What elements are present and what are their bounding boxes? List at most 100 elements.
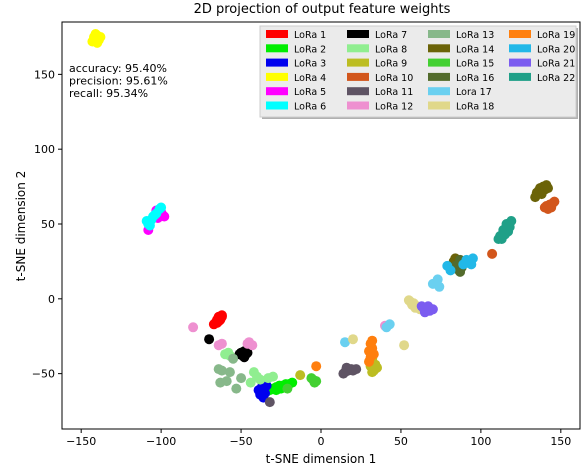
legend-label: LoRa 19 xyxy=(537,30,575,41)
legend-swatch xyxy=(266,72,288,81)
data-point xyxy=(458,259,469,270)
legend-swatch xyxy=(428,44,450,53)
legend-swatch xyxy=(266,58,288,67)
data-point xyxy=(306,373,317,384)
data-point xyxy=(340,337,350,348)
legend: LoRa 1 LoRa 2 LoRa 3 LoRa 4 LoRa 5 LoRa 6 LoRa… xyxy=(259,25,578,119)
y-tick-label: 100 xyxy=(34,143,55,156)
series-lora-17 xyxy=(340,274,445,348)
data-point xyxy=(245,377,256,388)
legend-label: LoRa 22 xyxy=(537,73,575,84)
data-point xyxy=(487,248,498,259)
series-lora-14 xyxy=(448,180,553,267)
data-point xyxy=(530,192,541,203)
legend-label: LoRa 4 xyxy=(294,73,326,84)
legend-label: LoRa 12 xyxy=(375,102,413,113)
series-lora-22 xyxy=(493,216,517,244)
data-point xyxy=(399,340,410,351)
series-lora-13 xyxy=(213,353,247,394)
data-point xyxy=(204,334,215,345)
data-point xyxy=(501,219,512,229)
legend-label: LoRa 21 xyxy=(537,59,575,70)
data-point xyxy=(141,216,152,226)
legend-swatch xyxy=(266,101,288,110)
data-point xyxy=(372,362,382,373)
data-point xyxy=(221,376,232,387)
data-point xyxy=(156,202,167,213)
x-tick-label: 0 xyxy=(318,435,325,448)
data-point xyxy=(216,338,227,349)
legend-label: LoRa 5 xyxy=(294,87,326,98)
legend-swatch xyxy=(428,72,450,81)
legend-swatch xyxy=(266,30,288,38)
data-point xyxy=(295,370,306,381)
y-tick-label: −50 xyxy=(32,368,55,381)
data-point xyxy=(427,304,438,315)
data-point xyxy=(159,211,170,222)
data-point xyxy=(248,367,259,378)
legend-swatch xyxy=(347,44,369,53)
legend-label: LoRa 15 xyxy=(456,59,494,70)
legend-swatch xyxy=(428,101,450,110)
series-lora-20 xyxy=(442,253,478,276)
legend-label: LoRa 11 xyxy=(375,87,413,98)
legend-swatch xyxy=(266,44,288,53)
data-point xyxy=(261,380,272,391)
x-tick-label: 100 xyxy=(470,435,491,448)
data-point xyxy=(268,371,278,382)
y-tick-label: 50 xyxy=(41,218,55,231)
x-tick-label: 150 xyxy=(550,435,571,448)
data-point xyxy=(338,368,349,379)
data-point xyxy=(264,397,275,408)
data-point xyxy=(220,349,231,360)
y-tick-label: 0 xyxy=(48,293,55,306)
legend-swatch xyxy=(266,87,288,96)
legend-swatch xyxy=(509,44,531,53)
y-axis-label: t-SNE dimension 2 xyxy=(14,171,28,282)
series-lora-6 xyxy=(141,202,167,231)
x-tick-label: −100 xyxy=(146,435,176,448)
legend-swatch xyxy=(347,30,369,38)
data-point xyxy=(95,32,106,42)
legend-label: LoRa 20 xyxy=(537,44,575,55)
legend-label: LoRa 6 xyxy=(294,102,326,113)
data-point xyxy=(466,259,477,270)
legend-swatch xyxy=(347,58,369,67)
legend-swatch xyxy=(509,30,531,38)
data-point xyxy=(427,278,438,289)
series-lora-8 xyxy=(220,347,278,388)
legend-label: LoRa 18 xyxy=(456,102,494,113)
legend-swatch xyxy=(428,58,450,67)
data-point xyxy=(367,335,378,346)
legend-swatch xyxy=(509,72,531,81)
data-point xyxy=(239,352,250,363)
series-lora-11 xyxy=(264,362,362,408)
series-lora-1 xyxy=(208,310,227,330)
metrics-annotation: accuracy: 95.40%precision: 95.61%recall:… xyxy=(69,62,168,100)
data-point xyxy=(242,338,253,349)
legend-swatch xyxy=(347,101,369,110)
legend-label: LoRa 1 xyxy=(294,30,326,41)
legend-swatch xyxy=(509,58,531,67)
data-point xyxy=(351,364,362,375)
legend-label: LoRa 8 xyxy=(375,44,407,55)
legend-label: LoRa 3 xyxy=(294,59,326,70)
legend-label: LoRa 13 xyxy=(456,30,494,41)
data-point xyxy=(236,373,247,384)
legend-label: LoRa 16 xyxy=(456,73,494,84)
data-point xyxy=(282,383,293,394)
legend-label: LoRa 14 xyxy=(456,44,494,55)
legend-swatch xyxy=(347,72,369,81)
y-tick-label: 150 xyxy=(34,68,55,81)
legend-label: LoRa 2 xyxy=(294,44,326,55)
legend-label: Lora 17 xyxy=(456,87,492,98)
x-tick-label: −50 xyxy=(229,435,252,448)
data-point xyxy=(348,334,358,345)
chart-title: 2D projection of output feature weights xyxy=(194,2,451,17)
annotation-line: precision: 95.61% xyxy=(69,75,168,88)
series-lora-21 xyxy=(416,301,438,318)
x-tick-label: −150 xyxy=(66,435,96,448)
data-point xyxy=(255,374,266,385)
data-point xyxy=(549,196,560,207)
